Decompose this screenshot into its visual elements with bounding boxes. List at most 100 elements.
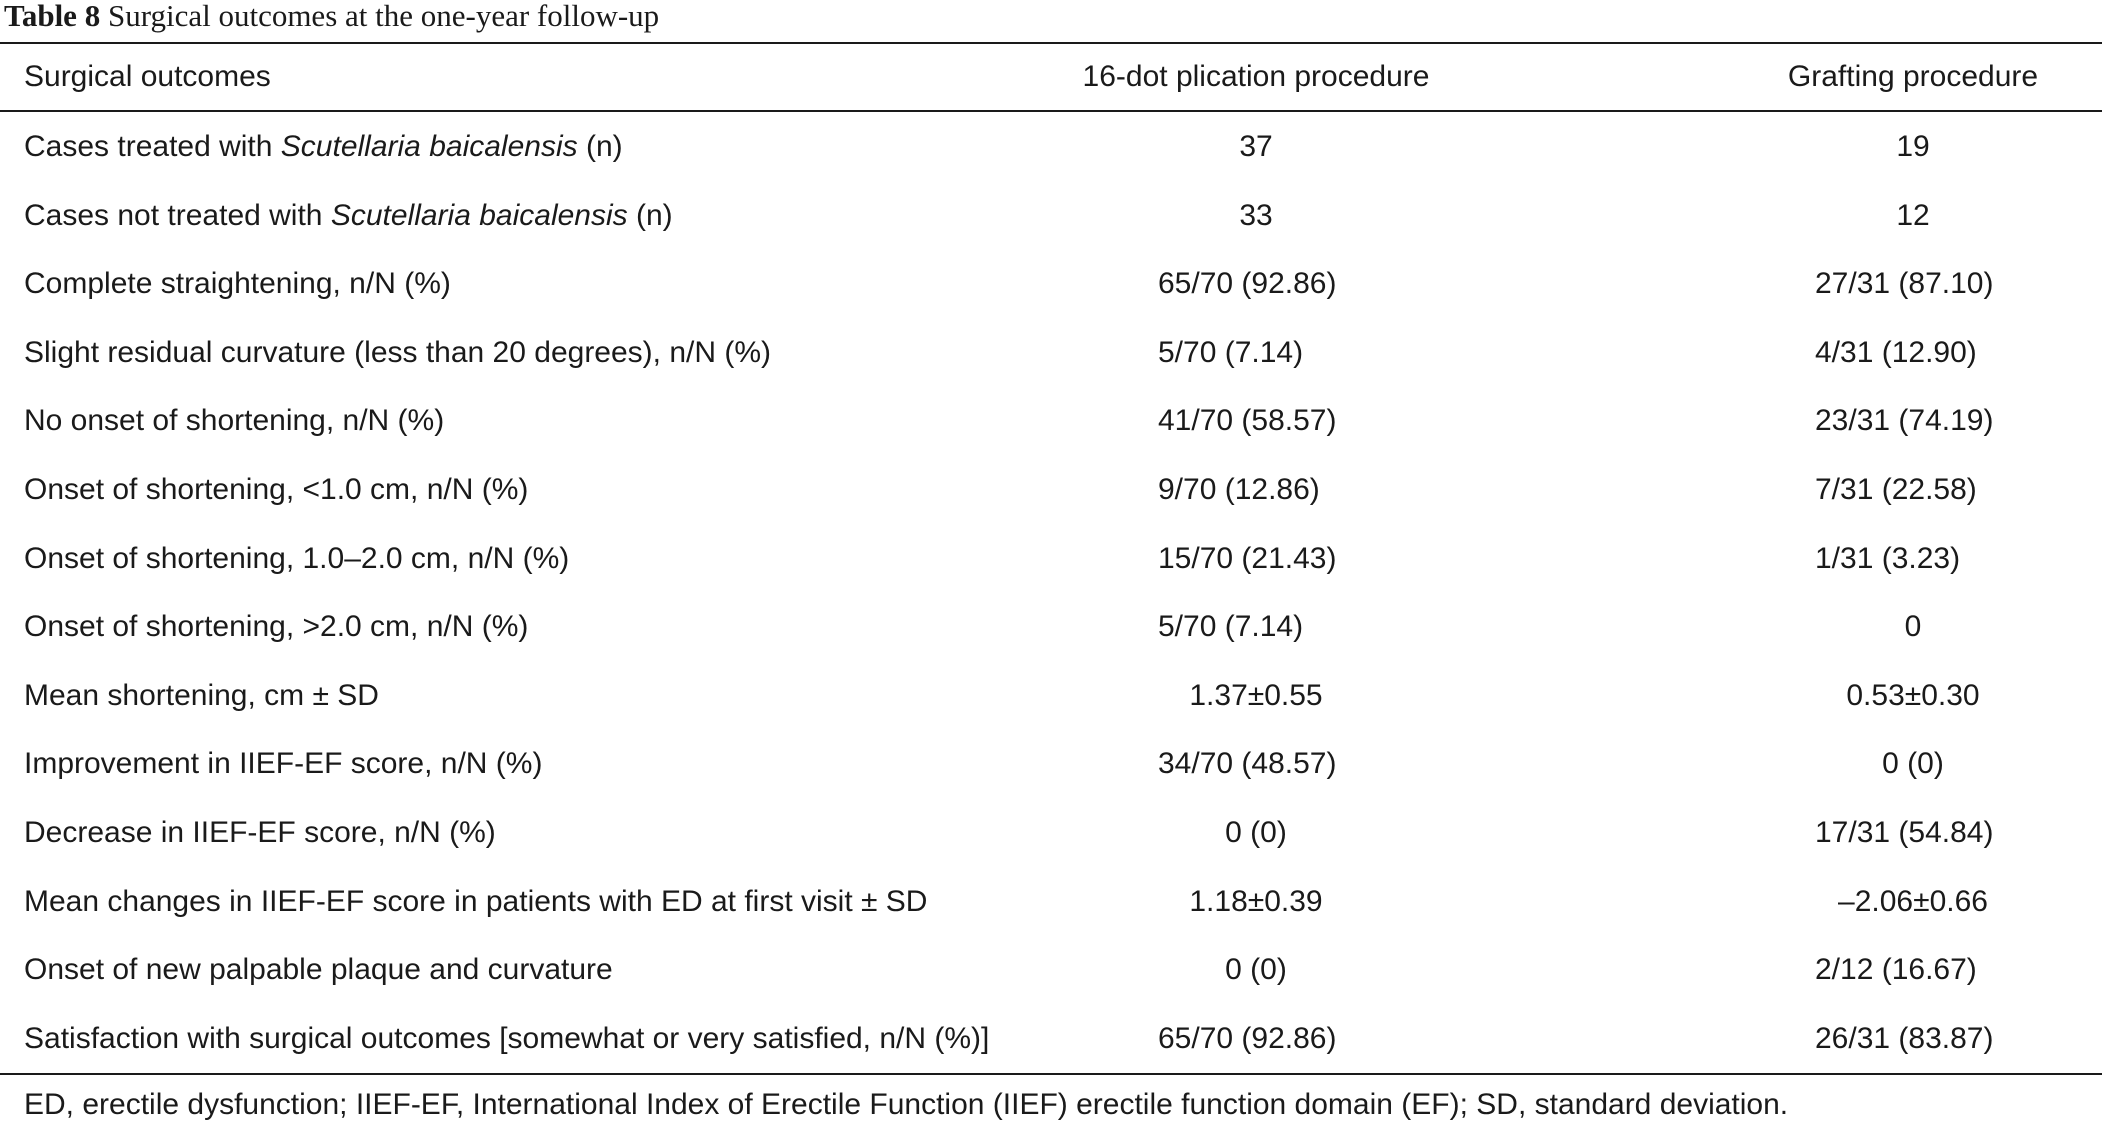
plication-value: 15/70 (21.43) (1158, 541, 1337, 575)
outcome-text: Complete straightening, n/N (%) (24, 267, 451, 301)
outcome-cell: Onset of shortening, <1.0 cm, n/N (%) (24, 455, 528, 524)
grafting-value: 0 (1904, 610, 1922, 644)
grafting-value: 26/31 (83.87) (1815, 1021, 1994, 1055)
grafting-value: 2/12 (16.67) (1815, 953, 1977, 987)
grafting-value: 4/31 (12.90) (1815, 335, 1977, 369)
plication-cell: 41/70 (58.57) (1056, 386, 1456, 455)
outcome-text: Cases not treated with (24, 198, 331, 232)
outcome-text: Onset of shortening, 1.0–2.0 cm, n/N (%) (24, 541, 570, 575)
outcome-cell: Mean shortening, cm ± SD (24, 661, 379, 730)
grafting-cell: –2.06±0.66 (1713, 867, 2102, 936)
table-footnote: ED, erectile dysfunction; IIEF-EF, Inter… (24, 1088, 1789, 1121)
table-top-rule (0, 42, 2102, 44)
table-bottom-rule (0, 1073, 2102, 1075)
outcome-cell: Complete straightening, n/N (%) (24, 249, 451, 318)
outcome-cell: Onset of shortening, 1.0–2.0 cm, n/N (%) (24, 524, 569, 593)
column-header-plication: 16-dot plication procedure (1082, 60, 1430, 93)
plication-value: 9/70 (12.86) (1158, 473, 1320, 506)
outcome-cell: Onset of shortening, >2.0 cm, n/N (%) (24, 592, 528, 661)
table-row: Onset of shortening, 1.0–2.0 cm, n/N (%)… (0, 524, 2102, 593)
outcome-text: Satisfaction with surgical outcomes [som… (24, 1021, 990, 1055)
grafting-value: 17/31 (54.84) (1815, 816, 1994, 849)
outcome-text: Decrease in IIEF-EF score, n/N (%) (24, 816, 496, 849)
grafting-cell: 0 (0) (1713, 729, 2102, 798)
outcome-text: Cases treated with (24, 130, 281, 163)
outcome-text: Improvement in IIEF-EF score, n/N (%) (24, 747, 543, 781)
grafting-value: 0.53±0.30 (1846, 678, 1980, 712)
grafting-cell: 26/31 (83.87) (1713, 1004, 2102, 1073)
grafting-value: 19 (1896, 130, 1930, 163)
grafting-value: 23/31 (74.19) (1815, 404, 1994, 438)
outcome-text: Slight residual curvature (less than 20 … (24, 335, 772, 369)
plication-cell: 15/70 (21.43) (1056, 524, 1456, 593)
outcome-cell: Improvement in IIEF-EF score, n/N (%) (24, 729, 542, 798)
outcome-text: Mean changes in IIEF-EF score in patient… (24, 884, 928, 918)
outcome-cell: Mean changes in IIEF-EF score in patient… (24, 867, 927, 936)
outcome-text: Mean shortening, cm ± SD (24, 678, 379, 712)
table-row: Onset of shortening, >2.0 cm, n/N (%) 5/7… (0, 592, 2102, 661)
plication-value: 37 (1239, 130, 1273, 163)
grafting-cell: 27/31 (87.10) (1713, 249, 2102, 318)
plication-value: 5/70 (7.14) (1158, 610, 1304, 644)
plication-cell: 5/70 (7.14) (1056, 318, 1456, 387)
grafting-cell: 12 (1713, 181, 2102, 250)
plication-value: 0 (0) (1225, 953, 1287, 987)
outcome-unit: (n) (577, 130, 623, 163)
table-row: No onset of shortening, n/N (%) 41/70 (58… (0, 386, 2102, 455)
grafting-cell: 0 (1713, 592, 2102, 661)
table-row: Onset of shortening, <1.0 cm, n/N (%) 9/7… (0, 455, 2102, 524)
plication-value: 0 (0) (1225, 816, 1287, 849)
species-name: Scutellaria baicalensis (280, 130, 578, 163)
grafting-cell: 1/31 (3.23) (1713, 524, 2102, 593)
grafting-cell: 19 (1713, 112, 2102, 181)
outcome-text: Onset of new palpable plaque and curvatu… (24, 953, 613, 987)
outcome-cell: No onset of shortening, n/N (%) (24, 386, 444, 455)
grafting-value: 12 (1896, 198, 1930, 232)
table-row: Improvement in IIEF-EF score, n/N (%) 34/… (0, 729, 2102, 798)
grafting-value: 0 (0) (1882, 747, 1944, 781)
table-row: Complete straightening, n/N (%) 65/70 (92… (0, 249, 2102, 318)
outcome-text: Onset of shortening, <1.0 cm, n/N (%) (24, 473, 529, 506)
grafting-cell: 2/12 (16.67) (1713, 935, 2102, 1004)
outcome-unit: (n) (627, 198, 673, 232)
plication-cell: 1.18±0.39 (1056, 867, 1456, 936)
outcome-text: No onset of shortening, n/N (%) (24, 404, 445, 438)
outcome-cell: Cases not treated with Scutellaria baica… (24, 181, 673, 250)
outcome-cell: Onset of new palpable plaque and curvatu… (24, 935, 613, 1004)
plication-cell: 0 (0) (1056, 798, 1456, 867)
column-header-outcome: Surgical outcomes (24, 60, 271, 93)
table-row: Cases not treated with Scutellaria baica… (0, 181, 2102, 250)
plication-cell: 9/70 (12.86) (1056, 455, 1456, 524)
species-name: Scutellaria baicalensis (330, 198, 628, 232)
plication-cell: 34/70 (48.57) (1056, 729, 1456, 798)
outcome-cell: Cases treated with Scutellaria baicalens… (24, 112, 623, 181)
plication-cell: 65/70 (92.86) (1056, 1004, 1456, 1073)
plication-cell: 1.37±0.55 (1056, 661, 1456, 730)
column-header-grafting: Grafting procedure (1787, 60, 2039, 93)
grafting-cell: 17/31 (54.84) (1713, 798, 2102, 867)
plication-cell: 0 (0) (1056, 935, 1456, 1004)
plication-value: 33 (1239, 198, 1273, 232)
grafting-cell: 0.53±0.30 (1713, 661, 2102, 730)
table-caption-label: Table 8 (4, 0, 101, 33)
table-caption: Table 8 Surgical outcomes at the one-yea… (4, 0, 659, 34)
grafting-value: –2.06±0.66 (1838, 884, 1988, 918)
plication-cell: 65/70 (92.86) (1056, 249, 1456, 318)
grafting-cell: 4/31 (12.90) (1713, 318, 2102, 387)
table-row: Cases treated with Scutellaria baicalens… (0, 112, 2102, 181)
plication-cell: 33 (1056, 181, 1456, 250)
grafting-cell: 7/31 (22.58) (1713, 455, 2102, 524)
table-row: Satisfaction with surgical outcomes [som… (0, 1004, 2102, 1073)
table-row: Onset of new palpable plaque and curvatu… (0, 935, 2102, 1004)
plication-value: 65/70 (92.86) (1158, 267, 1337, 301)
plication-cell: 37 (1056, 112, 1456, 181)
outcome-cell: Decrease in IIEF-EF score, n/N (%) (24, 798, 496, 867)
plication-value: 34/70 (48.57) (1158, 747, 1337, 781)
table-row: Mean changes in IIEF-EF score in patient… (0, 867, 2102, 936)
plication-cell: 5/70 (7.14) (1056, 592, 1456, 661)
outcome-cell: Slight residual curvature (less than 20 … (24, 318, 771, 387)
grafting-value: 7/31 (22.58) (1815, 473, 1977, 506)
table-header-row: Surgical outcomes 16-dot plication proce… (0, 42, 2102, 111)
plication-value: 1.37±0.55 (1189, 678, 1323, 712)
plication-value: 65/70 (92.86) (1158, 1021, 1337, 1055)
